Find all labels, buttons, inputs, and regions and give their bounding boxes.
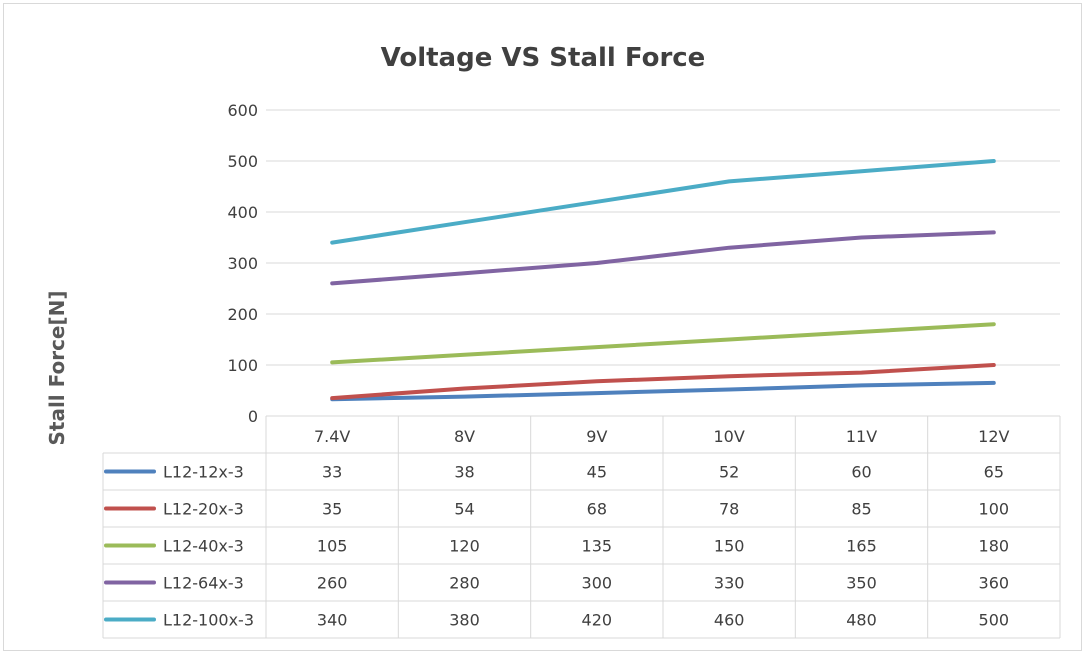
table-cell-value: 105 <box>317 537 348 556</box>
y-tick-label: 600 <box>227 101 258 120</box>
table-cell-value: 380 <box>449 611 480 630</box>
legend-label: L12-40x-3 <box>163 537 244 556</box>
table-cell-value: 38 <box>454 463 474 482</box>
legend-label: L12-20x-3 <box>163 500 244 519</box>
x-tick-label: 11V <box>846 427 877 446</box>
table-cell-value: 45 <box>587 463 607 482</box>
legend-label: L12-64x-3 <box>163 574 244 593</box>
table-cell-value: 33 <box>322 463 342 482</box>
x-tick-label: 8V <box>454 427 475 446</box>
table-cell-value: 300 <box>582 574 613 593</box>
data-table: 7.4V 8V 9V 10V 11V 12V L12-12x-3 33 38 45 52 60 65 L1… <box>102 415 1061 639</box>
table-cell-value: 78 <box>719 500 739 519</box>
table-cell-value: 360 <box>979 574 1010 593</box>
table-cell-value: 180 <box>979 537 1010 556</box>
table-cell-value: 65 <box>984 463 1004 482</box>
y-tick-label: 0 <box>248 407 258 426</box>
table-cell-value: 460 <box>714 611 745 630</box>
series-lines <box>330 159 996 402</box>
x-tick-label: 9V <box>586 427 607 446</box>
y-axis-label: Stall Force[N] <box>45 290 69 445</box>
x-tick-label: 12V <box>978 427 1009 446</box>
table-cell-value: 350 <box>846 574 877 593</box>
series-line-4 <box>330 230 996 286</box>
table-cell-value: 100 <box>979 500 1010 519</box>
y-axis-ticks: 0 100 200 300 400 500 600 <box>227 101 258 426</box>
table-cell-value: 330 <box>714 574 745 593</box>
table-cell-value: 35 <box>322 500 342 519</box>
y-tick-label: 400 <box>227 203 258 222</box>
series-line-2 <box>330 363 996 401</box>
legend-label: L12-12x-3 <box>163 463 244 482</box>
table-cell-value: 60 <box>851 463 871 482</box>
x-tick-label: 7.4V <box>314 427 350 446</box>
legend-label: L12-100x-3 <box>163 611 254 630</box>
table-cell-value: 280 <box>449 574 480 593</box>
series-line-1 <box>330 380 996 402</box>
series-line-5 <box>330 159 996 245</box>
table-cell-value: 85 <box>851 500 871 519</box>
table-cell-value: 135 <box>582 537 613 556</box>
table-cell-value: 500 <box>979 611 1010 630</box>
gridlines <box>266 109 1060 366</box>
series-line-3 <box>330 322 996 365</box>
table-cell-value: 120 <box>449 537 480 556</box>
chart-frame <box>3 3 1082 651</box>
table-cell-value: 165 <box>846 537 877 556</box>
table-cell-value: 54 <box>454 500 474 519</box>
y-tick-label: 500 <box>227 152 258 171</box>
table-cell-value: 150 <box>714 537 745 556</box>
y-tick-label: 300 <box>227 254 258 273</box>
chart-title: Voltage VS Stall Force <box>381 43 706 73</box>
x-tick-label: 10V <box>714 427 745 446</box>
table-cell-value: 68 <box>587 500 607 519</box>
y-tick-label: 100 <box>227 356 258 375</box>
table-cell-value: 52 <box>719 463 739 482</box>
table-cell-value: 340 <box>317 611 348 630</box>
table-cell-value: 420 <box>582 611 613 630</box>
table-cell-value: 260 <box>317 574 348 593</box>
y-tick-label: 200 <box>227 305 258 324</box>
table-cell-value: 480 <box>846 611 877 630</box>
